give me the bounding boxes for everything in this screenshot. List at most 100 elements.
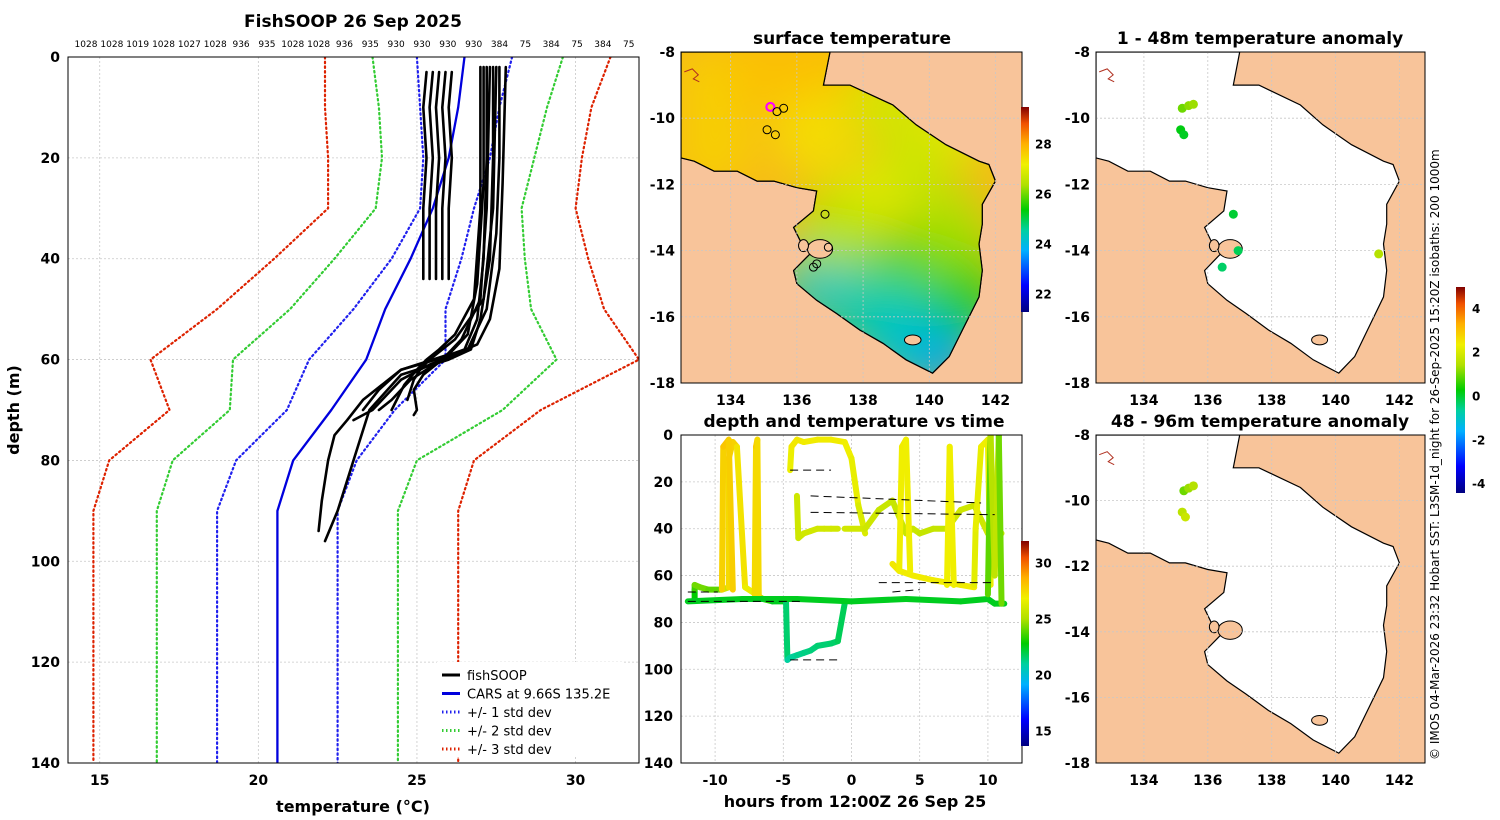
map-ytick-label: -12 (650, 177, 675, 193)
surface-map-title: surface temperature (753, 29, 951, 49)
profile-top-tick-label: 1028 (281, 40, 304, 50)
map-ytick-label: -16 (1065, 310, 1090, 326)
profile-ytick-label: 0 (50, 50, 60, 66)
map-xtick-label: 136 (782, 393, 811, 409)
map-ytick-label: -18 (650, 376, 675, 392)
island-shape (798, 239, 809, 253)
legend-items: fishSOOP CARS at 9.66S 135.2E +/- 1 std de… (442, 669, 610, 758)
map-xtick-label: 138 (848, 393, 877, 409)
profile-panel: FishSOOP 26 Sep 2025 1028 1028 1019 1028 102… (4, 12, 640, 816)
map-ytick-label: -14 (1065, 244, 1091, 260)
std3-lower-line (92, 57, 330, 763)
fishsoop-profile-line (421, 70, 428, 281)
map-xtick-label: 136 (1193, 773, 1222, 789)
ts-track-segment (793, 492, 802, 542)
anomaly-colorbar-label: 4 (1472, 302, 1480, 316)
anomaly-colorbar-label: -4 (1472, 477, 1485, 491)
profile-xtick-label: 15 (90, 773, 109, 789)
ts-xtick-label: 10 (978, 773, 998, 789)
anomaly-colorbar-label: -2 (1472, 433, 1485, 447)
std2-lower-line (155, 57, 384, 763)
river-line (1099, 451, 1115, 466)
anomaly-point (1180, 512, 1190, 522)
river-line (1099, 68, 1115, 83)
anomaly-deep-points (1177, 481, 1198, 522)
fishsoop-profile-line (323, 65, 495, 543)
ts-dashed-segment (810, 495, 982, 504)
map-ytick-label: -12 (1065, 559, 1090, 575)
sst-colorbar-label: 24 (1035, 238, 1052, 252)
sst-colorbar-label: 28 (1035, 138, 1052, 152)
surface-map-ticks: 134 136 138 140 142 -8 -10 -12 -14 -16 -18 (650, 45, 1010, 409)
time-series-colorbar (1021, 541, 1029, 746)
legend: fishSOOP CARS at 9.66S 135.2E +/- 1 std de… (437, 662, 622, 758)
ts-track-segment (793, 596, 855, 605)
anomaly-deep-ticks: 134 136 138 140 142 -8 -10 -12 -14 -16 -18 (1065, 428, 1414, 789)
ts-track-segment (684, 596, 746, 605)
profile-lines (92, 57, 639, 763)
ts-xtick-label: 5 (915, 773, 925, 789)
ts-ytick-label: 140 (644, 756, 673, 772)
profile-top-tick-label: 1028 (100, 40, 123, 50)
sea-outline (1096, 435, 1401, 754)
anomaly-shallow-points (1176, 99, 1384, 272)
map-ytick-label: -16 (650, 310, 675, 326)
ts-colorbar-label: 25 (1035, 612, 1052, 626)
ts-track-segment (896, 443, 905, 574)
anomaly-shallow-title: 1 - 48m temperature anomaly (1117, 29, 1403, 49)
anomaly-point (1179, 130, 1189, 140)
map-xtick-label: 136 (1193, 393, 1222, 409)
fishsoop-profile-line (390, 65, 482, 412)
ts-track-segment (909, 572, 937, 584)
fishsoop-profile-line (434, 70, 441, 281)
anomaly-point (1374, 249, 1384, 259)
ts-track-segment (972, 443, 985, 532)
legend-label: CARS at 9.66S 135.2E (467, 688, 610, 703)
legend-label: fishSOOP (467, 669, 527, 684)
station-marker (770, 130, 780, 140)
map-xtick-label: 140 (1321, 773, 1350, 789)
map-ytick-label: -14 (1065, 625, 1091, 641)
anomaly-deep-grid (1096, 435, 1425, 763)
ts-track-segment (946, 443, 957, 588)
fishsoop-profile-line (440, 70, 447, 281)
ts-track-segment (783, 598, 791, 663)
map-xtick-label: 138 (1257, 393, 1286, 409)
station-marker (779, 103, 789, 113)
ts-dashed-segment (892, 589, 920, 593)
profile-ytick-label: 60 (41, 353, 61, 369)
island-shape (1217, 620, 1243, 640)
time-series-xlabel: hours from 12:00Z 26 Sep 25 (724, 792, 986, 811)
anomaly-point (1188, 99, 1198, 109)
island-shape (806, 239, 834, 259)
coastline (681, 52, 997, 374)
map-xtick-label: 142 (1385, 393, 1414, 409)
credit-text: © IMOS 04-Mar-2026 23:32 Hobart SST: L3S… (1428, 149, 1442, 760)
ts-track-segment (725, 436, 736, 593)
ts-track-segment (995, 435, 1005, 607)
ts-track-segment (787, 443, 795, 474)
map-xtick-label: 138 (1257, 773, 1286, 789)
map-ytick-label: -16 (1065, 690, 1090, 706)
station-marker (823, 242, 833, 252)
legend-label: +/- 1 std dev (467, 706, 552, 721)
anomaly-colorbar (1456, 287, 1465, 493)
sst-colorbar-label: 22 (1035, 288, 1052, 302)
ts-track-segment (971, 525, 979, 588)
sst-sample (725, 52, 802, 110)
fishsoop-profile-line (317, 65, 485, 533)
ts-xtick-label: -5 (776, 773, 792, 789)
station-marker (820, 209, 830, 219)
profile-top-tick-label: 935 (258, 40, 275, 50)
ts-ytick-label: 0 (663, 428, 673, 444)
anomaly-colorbar-ticks: -4 -2 0 2 4 (1472, 302, 1485, 491)
profile-top-tick-label: 930 (439, 40, 456, 50)
profile-top-tick-label: 930 (465, 40, 482, 50)
sst-colorbar (1021, 107, 1029, 312)
station-marker (812, 259, 822, 269)
ts-track-segment (848, 596, 910, 605)
ts-xtick-label: -10 (702, 773, 728, 789)
profile-axes-frame (67, 56, 640, 764)
